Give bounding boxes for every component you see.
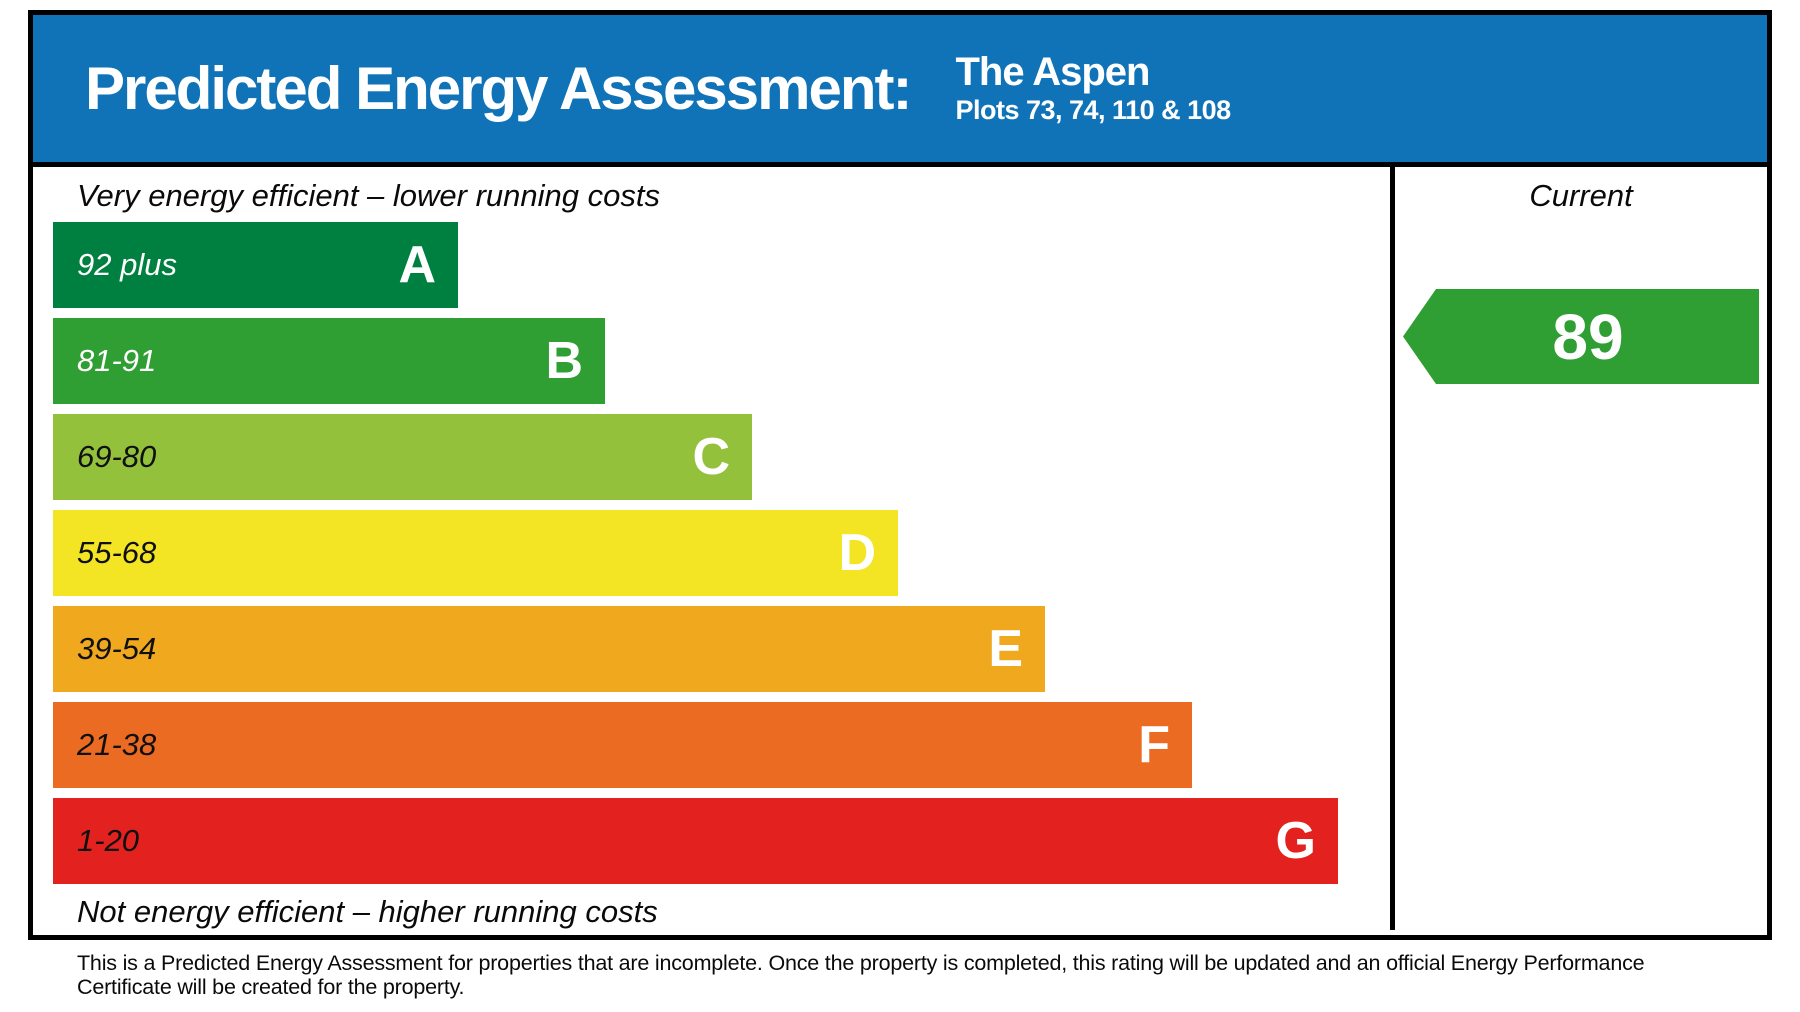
band-letter: G (1275, 812, 1316, 870)
band-letter: D (838, 524, 876, 582)
band-range-label: 39-54 (77, 631, 157, 666)
assessment-chart-frame: Predicted Energy Assessment: The Aspen P… (28, 10, 1772, 940)
current-rating-arrow: 89 (1403, 289, 1759, 384)
band-letter: A (398, 236, 436, 294)
current-column-header: Current (1529, 178, 1633, 213)
band-E: 39-54 E (53, 606, 1045, 692)
band-range-label: 69-80 (77, 439, 157, 474)
current-rating-column: Current 89 (1390, 167, 1767, 930)
band-D: 55-68 D (53, 510, 898, 596)
top-efficiency-label: Very energy efficient – lower running co… (77, 178, 660, 213)
chart-content: Very energy efficient – lower running co… (33, 167, 1767, 930)
band-range-label: 21-38 (77, 727, 157, 762)
band-letter: B (545, 332, 583, 390)
bottom-efficiency-label: Not energy efficient – higher running co… (77, 894, 658, 929)
band-letter: F (1138, 716, 1170, 774)
band-letter: E (988, 620, 1023, 678)
band-F: 21-38 F (53, 702, 1192, 788)
band-range-label: 55-68 (77, 535, 157, 570)
footer-note: This is a Predicted Energy Assessment fo… (77, 951, 1645, 999)
band-G: 1-20 G (53, 798, 1338, 884)
band-C: 69-80 C (53, 414, 752, 500)
property-plots: Plots 73, 74, 110 & 108 (955, 95, 1231, 126)
current-rating-value: 89 (1552, 300, 1624, 373)
band-range-label: 1-20 (77, 823, 140, 858)
rating-scale-column: Very energy efficient – lower running co… (33, 167, 1390, 930)
header-banner: Predicted Energy Assessment: The Aspen P… (33, 15, 1767, 167)
band-B: 81-91 B (53, 318, 605, 404)
band-A: 92 plus A (53, 222, 458, 308)
property-block: The Aspen Plots 73, 74, 110 & 108 (955, 50, 1231, 126)
property-name: The Aspen (955, 50, 1150, 95)
band-range-label: 81-91 (77, 343, 157, 378)
band-range-label: 92 plus (77, 247, 177, 282)
rating-bands: 92 plus A 81-91 B 69-80 C 55-68 D 39-54 E 21-38 F 1-… (53, 222, 1390, 884)
band-letter: C (692, 428, 730, 486)
page-title: Predicted Energy Assessment: (85, 55, 912, 122)
